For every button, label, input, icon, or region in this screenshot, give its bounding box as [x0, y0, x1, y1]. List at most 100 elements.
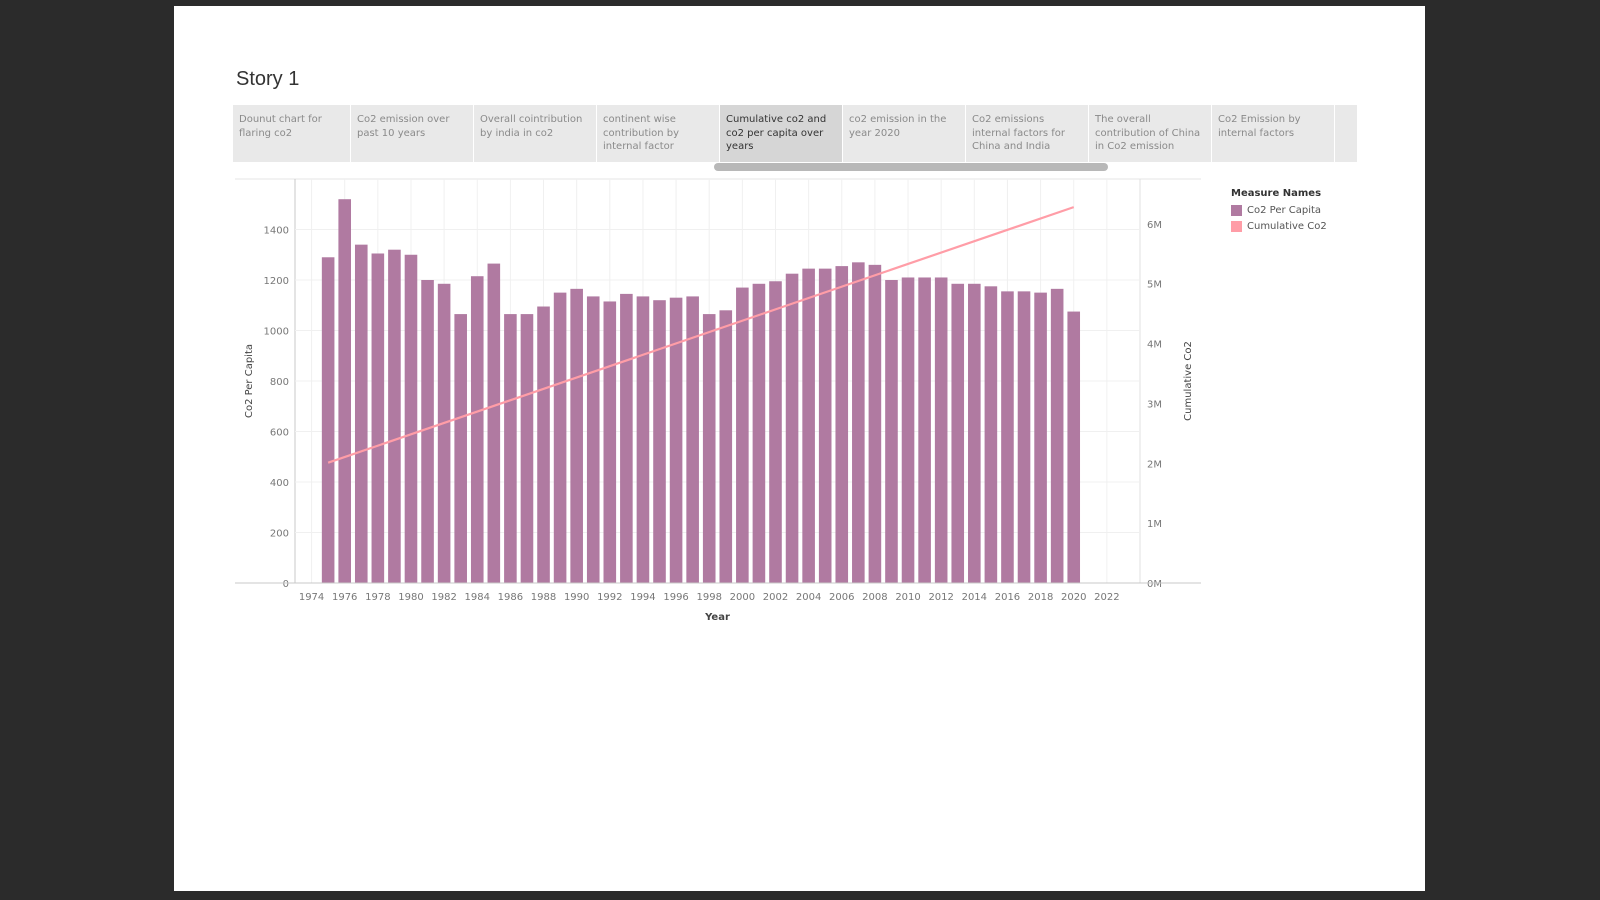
y-tick-label: 400 [270, 478, 289, 489]
bar-co2-per-capita [669, 297, 683, 583]
x-tick-label: 1976 [332, 592, 357, 603]
bar-co2-per-capita [570, 288, 583, 583]
legend-swatch [1231, 204, 1242, 216]
bar-co2-per-capita [968, 283, 981, 583]
bar-co2-per-capita [802, 268, 815, 583]
y-tick-label: 1400 [264, 226, 289, 237]
bar-co2-per-capita [388, 249, 401, 583]
story-tabs: Dounut chart for flaring co2 Co2 emissio… [233, 105, 1357, 163]
legend-label: Co2 Per Capita [1247, 204, 1322, 216]
bar-co2-per-capita [603, 301, 617, 583]
bar-co2-per-capita [1017, 291, 1031, 583]
x-tick-label: 2012 [928, 592, 953, 603]
legend-label: Cumulative Co2 [1247, 220, 1327, 232]
bar-co2-per-capita [1001, 291, 1014, 583]
bar-co2-per-capita [818, 268, 832, 583]
story-tab-5[interactable]: Cumulative co2 and co2 per capita over y… [720, 105, 843, 162]
x-axis-title: Year [704, 612, 730, 623]
x-tick-label: 1988 [531, 592, 556, 603]
bar-co2-per-capita [769, 281, 782, 583]
story-tab-8[interactable]: The overall contribution of China in Co2… [1089, 105, 1212, 162]
x-tick-label: 2014 [962, 592, 987, 603]
bar-co2-per-capita [354, 244, 368, 583]
legend: Measure Names Co2 Per Capita Cumulative … [1231, 188, 1327, 234]
tabs-scrollbar[interactable] [714, 163, 1108, 171]
x-tick-label: 2004 [796, 592, 821, 603]
y-axis-title: Co2 Per Capita [244, 344, 255, 418]
x-tick-label: 1994 [630, 592, 655, 603]
story-tab-6[interactable]: co2 emission in the year 2020 [843, 105, 966, 162]
bar-co2-per-capita [454, 314, 467, 583]
y2-tick-label: 1M [1147, 519, 1162, 530]
y-tick-label: 200 [270, 529, 289, 540]
x-tick-label: 1974 [299, 592, 324, 603]
bar-co2-per-capita [736, 287, 749, 583]
story-title: Story 1 [236, 68, 300, 90]
x-tick-label: 1998 [696, 592, 721, 603]
bar-co2-per-capita [636, 296, 650, 583]
y2-tick-label: 4M [1147, 340, 1162, 351]
x-tick-label: 2022 [1094, 592, 1119, 603]
y2-tick-label: 5M [1147, 280, 1162, 291]
story-tab-4[interactable]: continent wise contribution by internal … [597, 105, 720, 162]
x-tick-label: 1980 [398, 592, 423, 603]
y2-tick-label: 3M [1147, 399, 1162, 410]
x-tick-label: 1986 [498, 592, 523, 603]
bar-co2-per-capita [520, 314, 534, 583]
bar-co2-per-capita [487, 263, 501, 583]
y-tick-label: 1000 [264, 327, 289, 338]
y2-tick-label: 2M [1147, 459, 1162, 470]
bar-co2-per-capita [1050, 288, 1064, 583]
bar-co2-per-capita [686, 296, 699, 583]
bar-co2-per-capita [752, 283, 766, 583]
bar-co2-per-capita [984, 286, 998, 583]
y2-tick-label: 0M [1147, 579, 1162, 590]
bar-co2-per-capita [338, 199, 352, 583]
x-tick-label: 1982 [431, 592, 456, 603]
bar-co2-per-capita [785, 273, 799, 583]
legend-item-co2-per-capita[interactable]: Co2 Per Capita [1231, 202, 1327, 218]
story-tab-9[interactable]: Co2 Emission by internal factors [1212, 105, 1335, 162]
story-tab-3[interactable]: Overall cointribution by india in co2 [474, 105, 597, 162]
bar-co2-per-capita [586, 296, 600, 583]
bar-co2-per-capita [1034, 292, 1047, 583]
bar-co2-per-capita [404, 254, 418, 583]
bar-co2-per-capita [421, 280, 434, 583]
bar-co2-per-capita [371, 253, 385, 584]
story-page: Story 1 Dounut chart for flaring co2 Co2… [174, 6, 1425, 891]
bar-co2-per-capita [852, 262, 865, 583]
bar-co2-per-capita [1067, 311, 1081, 583]
story-tab-7[interactable]: Co2 emissions internal factors for China… [966, 105, 1089, 162]
bar-co2-per-capita [553, 292, 567, 583]
story-tab-1[interactable]: Dounut chart for flaring co2 [233, 105, 351, 162]
bar-co2-per-capita [719, 310, 733, 583]
legend-item-cumulative-co2[interactable]: Cumulative Co2 [1231, 218, 1327, 234]
x-tick-label: 2006 [829, 592, 854, 603]
combo-chart: 0 200 400 600 800 1000 1200 1400 0M 1M 2M 3M 4M 5M 6M 1… [235, 178, 1201, 623]
bar-co2-per-capita [885, 280, 898, 583]
bar-co2-per-capita [504, 314, 517, 583]
y-tick-label: 600 [270, 428, 289, 439]
x-tick-label: 2008 [862, 592, 887, 603]
x-tick-label: 1990 [564, 592, 589, 603]
bar-co2-per-capita [918, 277, 931, 583]
bar-co2-per-capita [934, 277, 948, 583]
line-cumulative-co2 [327, 206, 1075, 464]
bar-co2-per-capita [702, 314, 716, 583]
y-tick-label: 800 [270, 377, 289, 388]
x-tick-label: 2000 [730, 592, 755, 603]
x-tick-label: 2020 [1061, 592, 1086, 603]
x-tick-label: 1984 [465, 592, 490, 603]
story-tab-overflow[interactable] [1335, 105, 1357, 162]
y-tick-label: 0 [283, 579, 289, 590]
bar-co2-per-capita [321, 257, 335, 583]
legend-swatch [1231, 220, 1242, 232]
legend-title: Measure Names [1231, 188, 1322, 199]
bar-co2-per-capita [951, 283, 965, 583]
x-tick-label: 2002 [763, 592, 788, 603]
bar-co2-per-capita [437, 283, 451, 583]
y2-axis-title: Cumulative Co2 [1183, 341, 1194, 421]
bar-co2-per-capita [537, 306, 550, 583]
x-tick-label: 1978 [365, 592, 390, 603]
story-tab-2[interactable]: Co2 emission over past 10 years [351, 105, 474, 162]
